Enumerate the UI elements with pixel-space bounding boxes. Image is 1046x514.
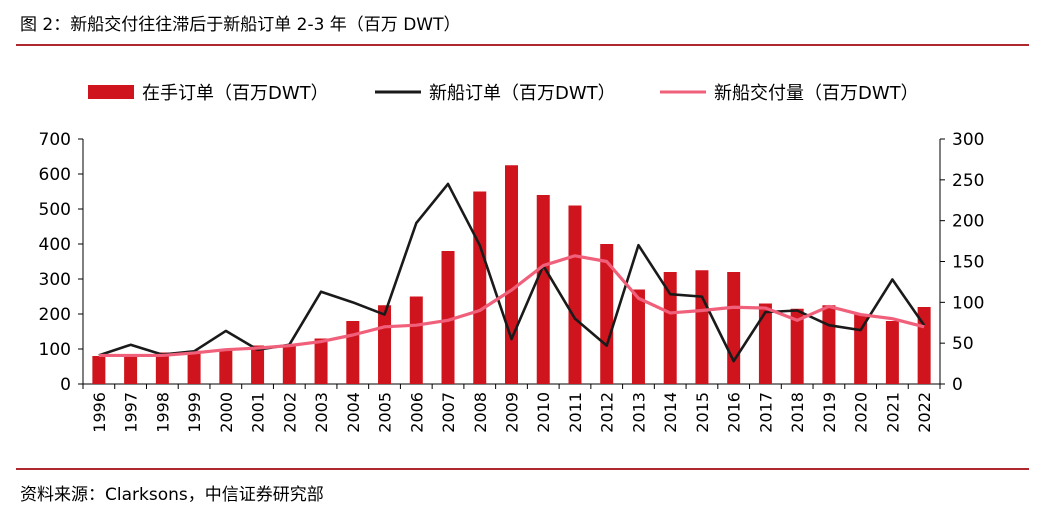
x-axis-tick-label: 1996 bbox=[90, 392, 109, 433]
x-axis-tick-label: 2021 bbox=[883, 392, 902, 433]
legend-label: 在手订单（百万DWT） bbox=[142, 83, 329, 104]
x-axis-tick-label: 1999 bbox=[185, 392, 204, 433]
x-axis-tick-label: 2001 bbox=[249, 392, 268, 433]
x-axis-tick-label: 2013 bbox=[629, 392, 648, 433]
x-axis-tick-label: 2022 bbox=[915, 392, 934, 433]
source-note: 资料来源：Clarksons，中信证券研究部 bbox=[20, 485, 324, 505]
x-axis-tick-label: 1997 bbox=[122, 392, 141, 433]
right-axis-tick-label: 200 bbox=[952, 212, 984, 232]
x-axis-tick-label: 2018 bbox=[788, 392, 807, 433]
bar bbox=[758, 303, 772, 384]
right-axis-tick-label: 100 bbox=[952, 293, 984, 313]
left-axis-tick-label: 600 bbox=[39, 165, 71, 185]
bar bbox=[536, 195, 550, 384]
legend: 在手订单（百万DWT） 新船订单（百万DWT） 新船交付量（百万DWT） bbox=[88, 83, 919, 104]
x-axis-tick-label: 2006 bbox=[407, 392, 426, 433]
right-axis-tick-label: 50 bbox=[952, 334, 974, 354]
right-axis-tick-label: 300 bbox=[952, 130, 984, 150]
x-axis-tick-label: 2008 bbox=[471, 392, 490, 433]
right-axis-tick-label: 150 bbox=[952, 253, 984, 273]
left-axis-tick-label: 100 bbox=[39, 340, 71, 360]
bar bbox=[124, 356, 138, 384]
bar bbox=[155, 352, 169, 384]
x-axis-tick-label: 2012 bbox=[598, 392, 617, 433]
bar bbox=[187, 350, 201, 384]
left-axis-tick-label: 500 bbox=[39, 200, 71, 220]
x-axis-tick-label: 2010 bbox=[534, 392, 553, 433]
left-axis-tick-label: 700 bbox=[39, 130, 71, 150]
x-axis-tick-label: 2014 bbox=[661, 392, 680, 433]
x-axis-tick-label: 2020 bbox=[852, 392, 871, 433]
dual-axis-chart: 在手订单（百万DWT） 新船订单（百万DWT） 新船交付量（百万DWT） 0 100 2… bbox=[39, 83, 985, 433]
x-axis-tick-label: 2003 bbox=[312, 392, 331, 433]
line-path bbox=[98, 182, 926, 363]
x-axis-tick-label: 2017 bbox=[756, 392, 775, 433]
source-divider bbox=[16, 468, 1029, 470]
bar bbox=[727, 272, 741, 384]
axes: 0 100 200 300 400 500 600 700 0 50 100 150 200 250 300… bbox=[39, 130, 985, 433]
right-axis-tick-label: 0 bbox=[952, 375, 963, 395]
figure-title: 图 2：新船交付往往滞后于新船订单 2-3 年（百万 DWT） bbox=[20, 15, 461, 35]
x-axis-tick-label: 1998 bbox=[153, 392, 172, 433]
bar bbox=[409, 296, 423, 384]
bar bbox=[219, 349, 233, 384]
bar bbox=[790, 308, 804, 384]
bar bbox=[378, 305, 392, 384]
bar bbox=[282, 345, 296, 384]
right-axis-tick-label: 250 bbox=[952, 171, 984, 191]
bar bbox=[314, 338, 328, 384]
x-axis-tick-label: 2007 bbox=[439, 392, 458, 433]
bar bbox=[346, 321, 360, 384]
bar bbox=[854, 314, 868, 384]
legend-label: 新船订单（百万DWT） bbox=[429, 83, 616, 104]
bar bbox=[600, 244, 614, 384]
bar bbox=[568, 205, 582, 384]
x-axis-tick-label: 2000 bbox=[217, 392, 236, 433]
x-axis-tick-label: 2005 bbox=[376, 392, 395, 433]
bar bbox=[695, 270, 709, 384]
legend-label: 新船交付量（百万DWT） bbox=[714, 83, 919, 104]
bar bbox=[631, 289, 645, 384]
x-axis-tick-label: 2002 bbox=[280, 392, 299, 433]
bar bbox=[663, 272, 677, 384]
bar bbox=[505, 165, 518, 384]
bar bbox=[473, 191, 487, 384]
x-axis-tick-label: 2011 bbox=[566, 392, 585, 433]
x-axis-tick-label: 2019 bbox=[820, 392, 839, 433]
title-divider bbox=[16, 44, 1029, 46]
bar bbox=[251, 345, 265, 384]
bar bbox=[441, 251, 455, 384]
line-path bbox=[98, 254, 925, 358]
left-axis-tick-label: 400 bbox=[39, 235, 71, 255]
left-axis-tick-label: 0 bbox=[60, 375, 71, 395]
left-axis-tick-label: 200 bbox=[39, 305, 71, 325]
x-axis-tick-label: 2009 bbox=[503, 392, 522, 433]
line-series bbox=[98, 182, 926, 363]
x-axis-tick-label: 2015 bbox=[693, 392, 712, 433]
x-axis-tick-label: 2016 bbox=[725, 392, 744, 433]
left-axis-tick-label: 300 bbox=[39, 270, 71, 290]
bar bbox=[885, 321, 899, 384]
bar bbox=[92, 356, 106, 384]
x-axis-tick-label: 2004 bbox=[344, 392, 363, 433]
bar bbox=[822, 305, 836, 384]
legend-swatch bbox=[88, 85, 134, 99]
